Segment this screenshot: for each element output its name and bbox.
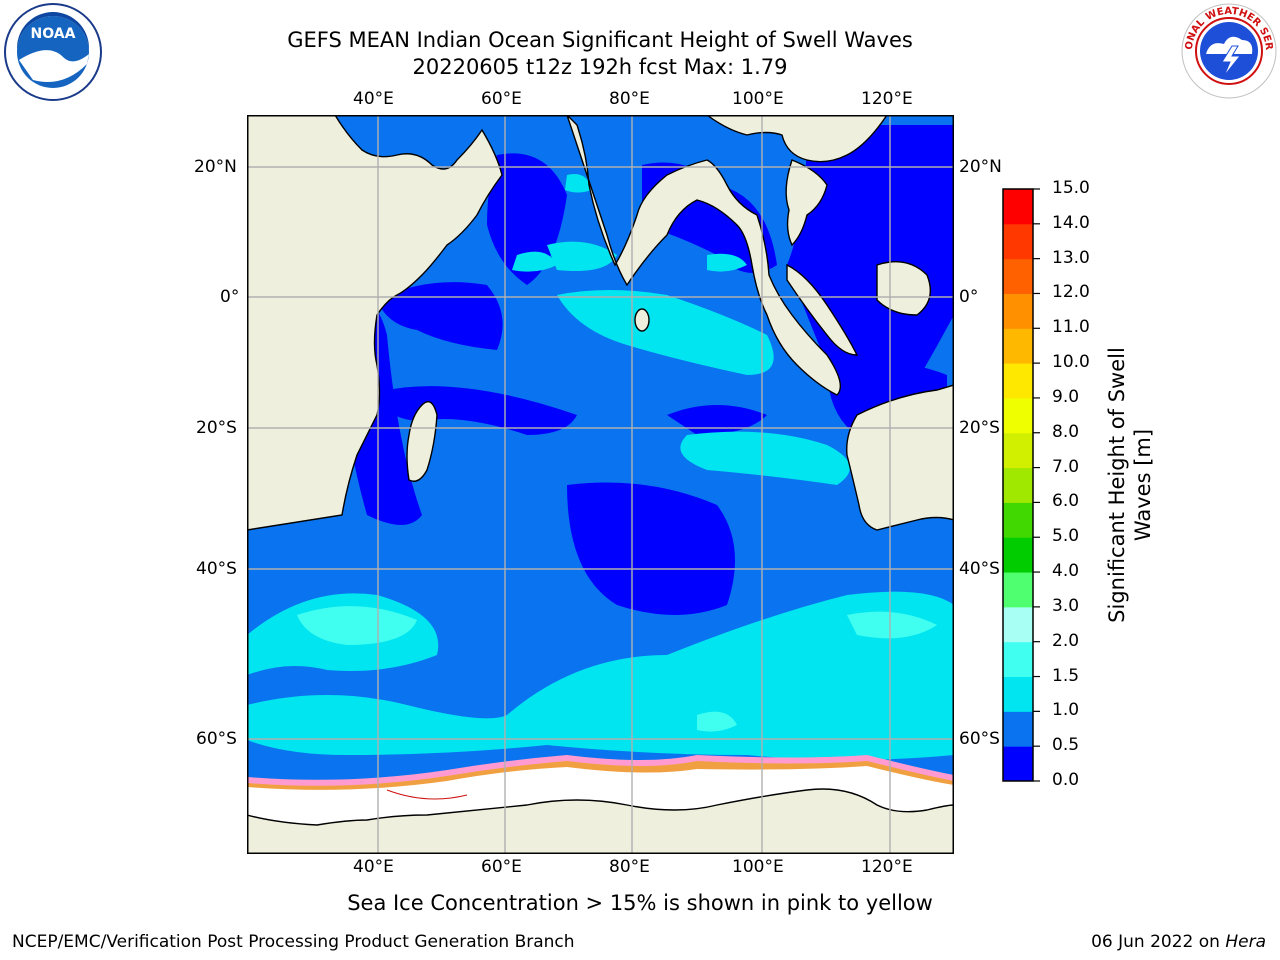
lon-label-bottom: 40°E (353, 857, 394, 877)
lon-label-bottom: 80°E (609, 857, 650, 877)
colorbar-segment (1003, 223, 1033, 260)
colorbar-tick-label: 12.0 (1052, 282, 1090, 303)
lon-label-bottom: 120°E (861, 857, 913, 877)
high-swell-regions (297, 606, 937, 732)
lon-label-top: 60°E (481, 89, 522, 109)
noaa-logo-text: NOAA (31, 26, 76, 42)
footer-host: Hera (1225, 932, 1266, 952)
nws-logo: NATIONAL WEATHER SERVICE (1180, 2, 1277, 99)
colorbar-tick-label: 0.5 (1052, 735, 1080, 756)
colorbar-tick-label: 3.0 (1052, 595, 1080, 616)
colorbar-segment (1003, 432, 1033, 469)
colorbar-segment (1003, 328, 1033, 364)
lat-label-right: 60°S (959, 729, 1000, 749)
colorbar-tick-label: 1.0 (1052, 700, 1080, 721)
lon-label-bottom: 60°E (481, 857, 522, 877)
colorbar-segment (1003, 189, 1033, 225)
lat-label-right: 20°S (959, 418, 1000, 438)
lon-label-top: 40°E (353, 89, 394, 109)
sea-ice-caption: Sea Ice Concentration > 15% is shown in … (347, 891, 933, 915)
colorbar-segment (1003, 502, 1033, 538)
footer-date: 06 Jun 2022 on Hera (1091, 932, 1266, 952)
colorbar-segment (1003, 293, 1033, 329)
lon-label-top: 80°E (609, 89, 650, 109)
colorbar (1002, 188, 1040, 782)
footer-date-text: 06 Jun 2022 on (1091, 932, 1226, 952)
map-panel (247, 115, 954, 854)
lat-label-left: 60°S (196, 729, 237, 749)
colorbar-label-line2: Waves [m] (1131, 428, 1155, 542)
footer-credit: NCEP/EMC/Verification Post Processing Pr… (12, 932, 575, 952)
colorbar-tick-label: 13.0 (1052, 247, 1090, 268)
colorbar-segment (1003, 676, 1033, 712)
lat-label-left: 40°S (196, 559, 237, 579)
colorbar-tick-label: 1.5 (1052, 665, 1080, 686)
colorbar-segment (1003, 363, 1033, 399)
graticule (247, 115, 954, 854)
colorbar-tick-label: 9.0 (1052, 386, 1080, 407)
lat-label-left: 0° (220, 287, 240, 307)
colorbar-tick-label: 5.0 (1052, 526, 1080, 547)
colorbar-tick-label: 11.0 (1052, 317, 1090, 338)
land-masses (247, 115, 954, 854)
colorbar-tick-label: 4.0 (1052, 561, 1080, 582)
colorbar-tick-label: 2.0 (1052, 630, 1080, 651)
colorbar-segment (1003, 258, 1033, 294)
lat-label-left: 20°N (194, 157, 237, 177)
colorbar-segment (1003, 606, 1033, 643)
plot-subtitle: 20220605 t12z 192h fcst Max: 1.79 (412, 55, 788, 79)
colorbar-tick-label: 15.0 (1052, 178, 1090, 198)
lon-label-top: 100°E (732, 89, 784, 109)
colorbar-segment (1003, 746, 1033, 782)
noaa-logo: NOAA (4, 3, 102, 101)
lon-label-top: 120°E (861, 89, 913, 109)
colorbar-tick-label: 8.0 (1052, 421, 1080, 442)
lat-label-right: 0° (959, 287, 979, 307)
colorbar-tick-label: 10.0 (1052, 352, 1090, 373)
colorbar-segment (1003, 572, 1033, 608)
colorbar-segment (1003, 537, 1033, 573)
colorbar-segment (1003, 711, 1033, 747)
plot-title: GEFS MEAN Indian Ocean Significant Heigh… (287, 28, 913, 52)
colorbar-tick-label: 6.0 (1052, 491, 1080, 512)
colorbar-tick-label: 0.0 (1052, 770, 1080, 790)
colorbar-tick-label: 14.0 (1052, 212, 1090, 233)
colorbar-tick-label: 7.0 (1052, 456, 1080, 477)
colorbar-label-line1: Significant Height of Swell (1105, 347, 1129, 623)
colorbar-label: Significant Height of Swell Waves [m] (1104, 325, 1156, 645)
colorbar-segment (1003, 467, 1033, 503)
lon-label-bottom: 100°E (732, 857, 784, 877)
lat-label-right: 20°N (959, 157, 1002, 177)
colorbar-segment (1003, 397, 1033, 434)
lat-label-left: 20°S (196, 418, 237, 438)
lat-label-right: 40°S (959, 559, 1000, 579)
colorbar-segment (1003, 641, 1033, 678)
